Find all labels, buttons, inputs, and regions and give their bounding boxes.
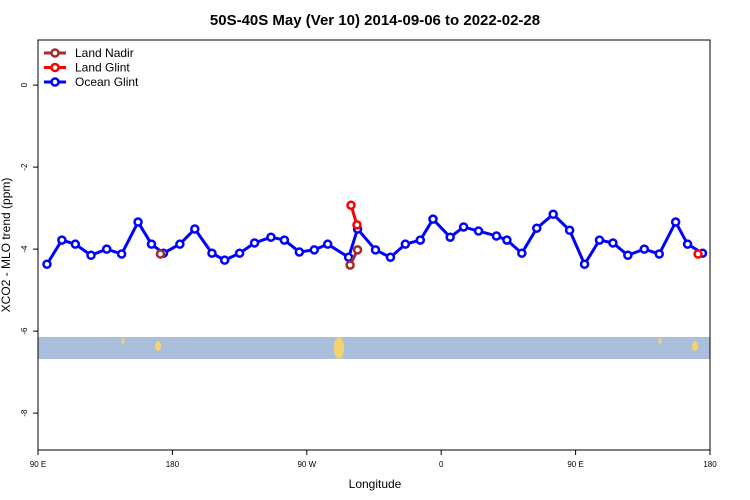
point — [502, 235, 512, 245]
point — [42, 259, 52, 270]
point — [670, 217, 681, 227]
point — [428, 214, 438, 224]
map-strip — [38, 337, 710, 359]
x-tick-label: 90 W — [297, 460, 316, 469]
x-axis-label: Longitude — [349, 477, 402, 491]
point — [445, 232, 455, 242]
point — [346, 200, 356, 210]
x-tick-label: 0 — [439, 460, 444, 469]
point — [219, 255, 230, 265]
point — [654, 249, 664, 259]
point — [370, 245, 381, 255]
point — [345, 260, 355, 270]
point — [279, 235, 290, 245]
point — [322, 239, 333, 249]
point — [116, 249, 127, 259]
point — [207, 248, 217, 258]
point — [175, 239, 185, 249]
point — [594, 235, 605, 245]
point — [101, 244, 112, 254]
plot-frame — [37, 39, 711, 451]
point — [548, 209, 558, 219]
point — [266, 232, 276, 242]
point — [415, 235, 426, 245]
point — [309, 245, 320, 255]
legend-marker — [50, 62, 60, 73]
point — [155, 249, 166, 259]
series-line — [45, 212, 704, 268]
point — [70, 239, 81, 249]
point — [639, 244, 650, 254]
y-tick-label: -2 — [20, 163, 29, 171]
x-tick-label: 90 E — [30, 460, 46, 469]
legend-label: Land Glint — [75, 61, 130, 75]
point — [608, 238, 618, 248]
point — [491, 231, 502, 241]
point — [146, 239, 157, 249]
chart-title: 50S-40S May (Ver 10) 2014-09-06 to 2022-… — [210, 12, 540, 29]
point — [249, 238, 260, 248]
y-tick-label: -4 — [20, 245, 29, 253]
point — [579, 259, 590, 270]
point — [693, 249, 703, 259]
point — [400, 239, 411, 249]
point — [352, 220, 362, 230]
legend-marker — [50, 77, 60, 87]
point — [623, 250, 633, 260]
point — [133, 217, 143, 227]
y-tick-label: 0 — [20, 82, 29, 87]
x-tick-label: 180 — [703, 460, 717, 469]
point — [385, 252, 396, 263]
legend-label: Ocean Glint — [75, 75, 139, 89]
point — [564, 225, 575, 235]
point — [473, 226, 484, 236]
y-axis-label: XCO2 - MLO trend (ppm) — [0, 178, 13, 313]
x-tick-label: 90 E — [567, 460, 583, 469]
legend-marker — [50, 48, 60, 58]
point — [532, 223, 542, 233]
point — [517, 248, 527, 258]
point — [57, 235, 67, 245]
y-tick-label: -6 — [20, 327, 29, 335]
y-tick-label: -8 — [20, 409, 29, 417]
point — [190, 224, 200, 234]
point — [352, 245, 363, 255]
point — [86, 250, 96, 260]
x-tick-label: 180 — [166, 460, 180, 469]
point — [458, 222, 469, 232]
point — [294, 247, 305, 257]
legend-label: Land Nadir — [75, 46, 134, 60]
point — [234, 248, 245, 258]
point — [682, 239, 693, 249]
